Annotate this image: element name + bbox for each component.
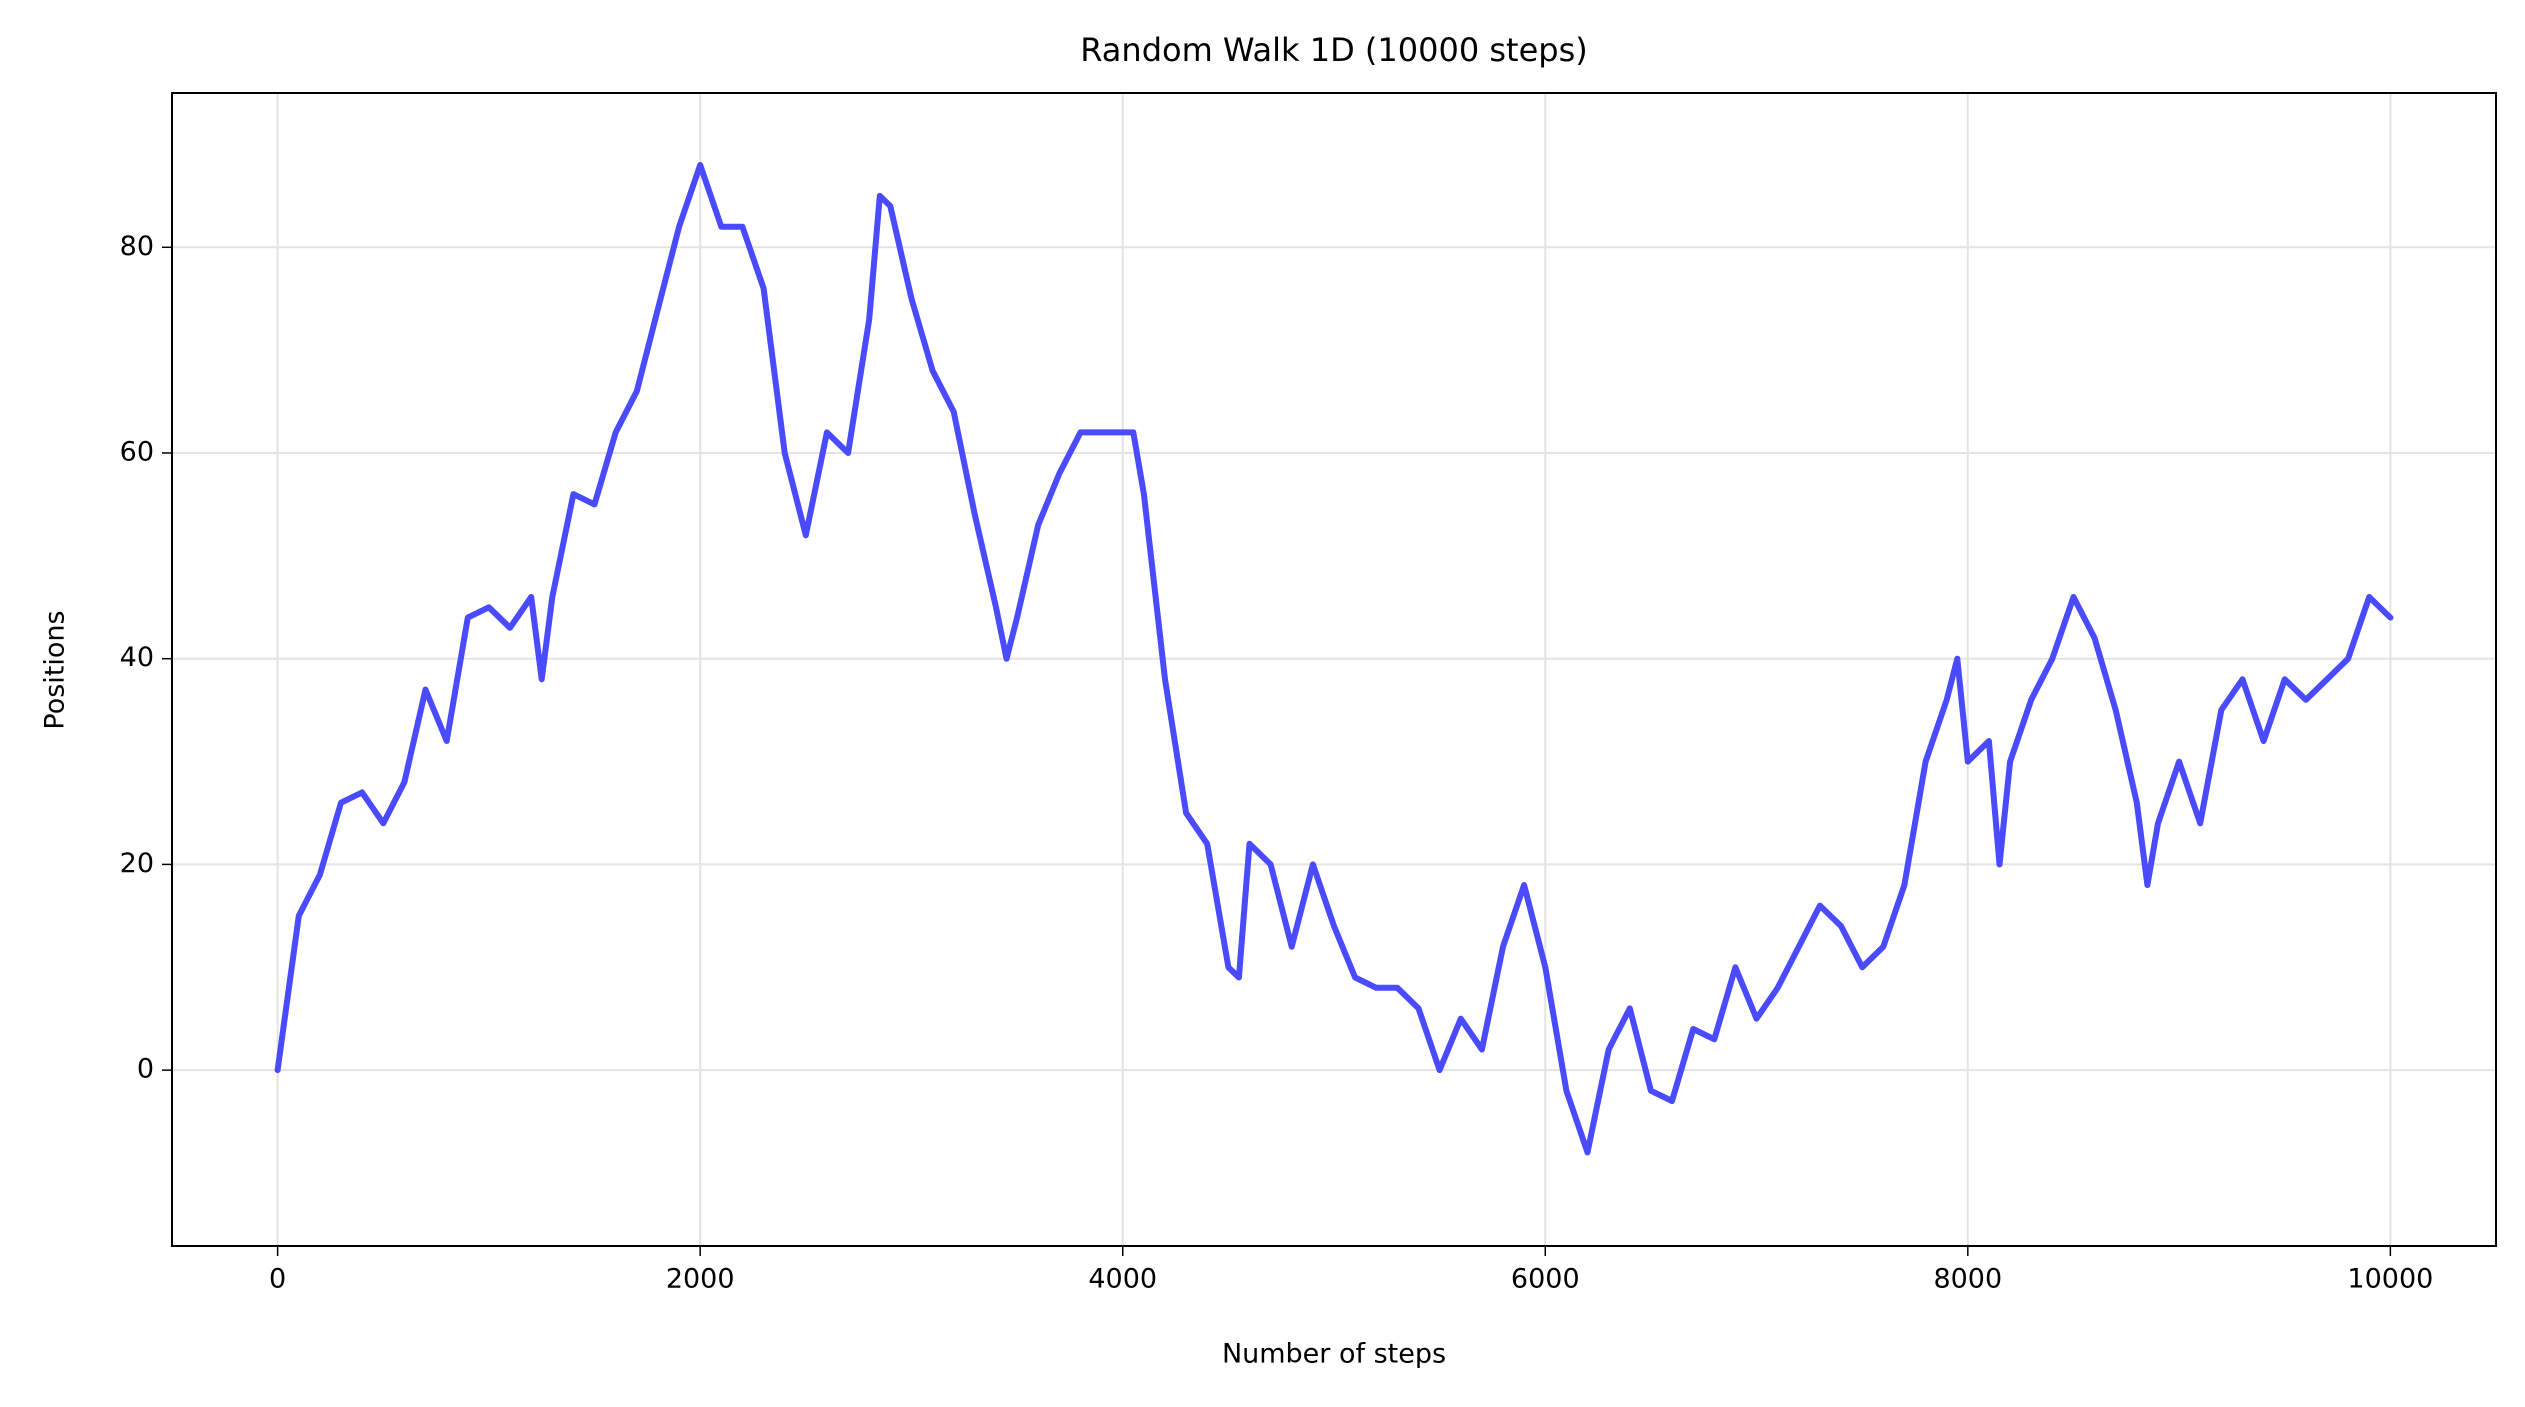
y-axis-label: Positions xyxy=(40,610,71,729)
x-axis-label: Number of steps xyxy=(1222,1339,1446,1370)
x-tick-label: 6000 xyxy=(1511,1264,1580,1295)
y-tick-label: 80 xyxy=(120,231,154,262)
y-tick-label: 40 xyxy=(120,642,154,673)
y-tick-label: 20 xyxy=(120,848,154,879)
plot-frame xyxy=(171,92,2497,1247)
y-tick-label: 0 xyxy=(137,1054,154,1085)
y-tick-label: 60 xyxy=(120,436,154,467)
chart-title: Random Walk 1D (10000 steps) xyxy=(1080,31,1587,69)
x-tick-label: 0 xyxy=(269,1264,286,1295)
x-tick-label: 4000 xyxy=(1088,1264,1157,1295)
x-tick-label: 2000 xyxy=(666,1264,735,1295)
x-tick-label: 10000 xyxy=(2347,1264,2433,1295)
line xyxy=(274,162,2394,1156)
x-tick-label: 8000 xyxy=(1933,1264,2002,1295)
